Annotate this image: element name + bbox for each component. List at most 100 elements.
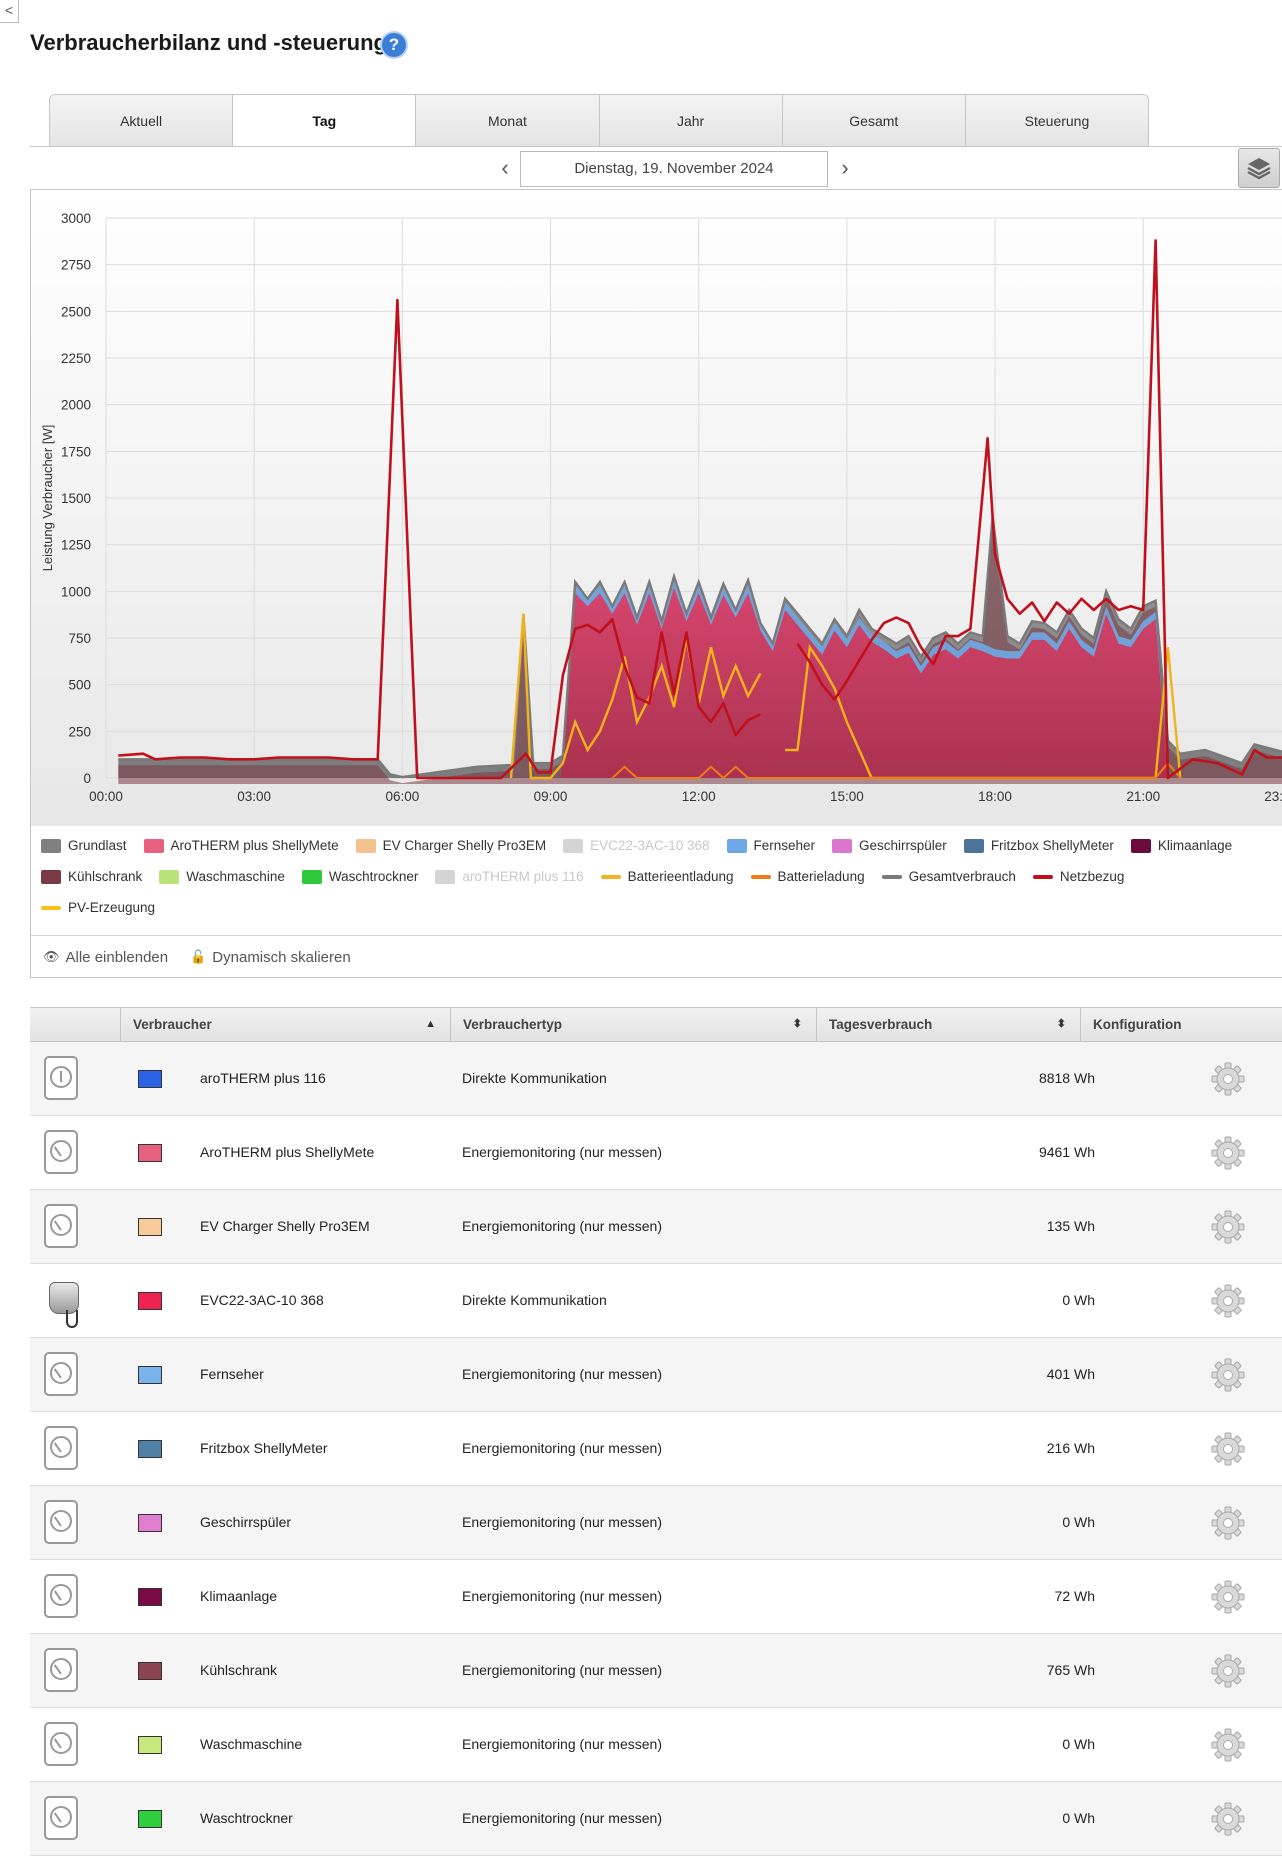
y-tick-label: 3000 [61,211,91,226]
legend-swatch [881,874,902,879]
table-row[interactable]: Fernseher Energiemonitoring (nur messen) 4… [30,1338,1282,1412]
consumer-color-swatch [138,1736,162,1754]
consumer-type: Energiemonitoring (nur messen) [462,1440,662,1456]
table-row[interactable]: Fritzbox ShellyMeter Energiemonitoring (n… [30,1412,1282,1486]
legend-swatch [563,838,584,853]
legend-item[interactable]: Fritzbox ShellyMeter [963,838,1114,853]
table-row[interactable]: EV Charger Shelly Pro3EM Energiemonitorin… [30,1190,1282,1264]
daily-consumption: 0 Wh [1062,1736,1095,1752]
legend-item[interactable]: EVC22-3AC-10 368 [563,838,710,853]
y-tick-label: 2500 [61,304,91,319]
chart-footer: 👁 Alle einblenden 🔓 Dynamisch skalieren [31,935,1282,978]
consumer-type: Direkte Kommunikation [462,1070,607,1086]
legend-swatch [1130,838,1151,853]
show-all-button[interactable]: 👁 Alle einblenden [43,949,168,966]
header-daily-label: Tagesverbrauch [829,1017,933,1032]
gear-icon[interactable] [1210,1135,1246,1171]
table-row[interactable]: Klimaanlage Energiemonitoring (nur messen… [30,1560,1282,1634]
legend-swatch [159,869,180,884]
x-tick-label: 00:00 [89,789,123,804]
consumer-type: Energiemonitoring (nur messen) [462,1588,662,1604]
date-field[interactable]: Dienstag, 19. November 2024 [520,151,828,187]
legend-item[interactable]: aroTHERM plus 116 [435,869,584,884]
tab-tag[interactable]: Tag [233,95,417,147]
table-row[interactable]: Geschirrspüler Energiemonitoring (nur mes… [30,1486,1282,1560]
consumer-name: AroTHERM plus ShellyMete [200,1144,375,1160]
y-tick-label: 0 [83,771,91,786]
legend-label: Netzbezug [1059,869,1125,884]
daily-consumption: 0 Wh [1062,1514,1095,1530]
gear-icon[interactable] [1210,1579,1246,1615]
legend-label: Grundlast [68,838,127,853]
x-tick-label: 03:00 [237,789,271,804]
legend-item[interactable]: Batterieladung [750,869,865,884]
legend-label: Kühlschrank [68,869,143,884]
gear-icon[interactable] [1210,1431,1246,1467]
gear-icon[interactable] [1210,1209,1246,1245]
legend-item[interactable]: Fernseher [726,838,815,853]
dynamic-scale-toggle[interactable]: 🔓 Dynamisch skalieren [190,949,351,966]
daily-consumption: 216 Wh [1046,1440,1095,1456]
table-row[interactable]: EVC22-3AC-10 368 Direkte Kommunikation 0 W… [30,1264,1282,1338]
date-navigation: ‹ Dienstag, 19. November 2024 › [490,151,870,187]
consumer-color-swatch [138,1662,162,1680]
table-row[interactable]: Waschmaschine Energiemonitoring (nur mess… [30,1708,1282,1782]
series-gesamtverbrauch-line [118,516,1282,779]
header-consumer[interactable]: Verbraucher ▲ [120,1008,450,1041]
legend-item[interactable]: Waschtrockner [301,869,418,884]
legend-swatch [41,905,61,910]
gear-icon[interactable] [1210,1801,1246,1837]
consumer-color-swatch [138,1514,162,1532]
gear-icon[interactable] [1210,1357,1246,1393]
gear-icon[interactable] [1210,1653,1246,1689]
next-day-button[interactable]: › [841,155,849,180]
tab-aktuell[interactable]: Aktuell [50,95,234,147]
back-tab[interactable]: < [0,0,19,23]
header-type[interactable]: Verbrauchertyp ⬍ [450,1008,816,1041]
y-tick-label: 1000 [61,584,91,599]
legend-item[interactable]: PV-Erzeugung [41,900,155,915]
consumer-color-swatch [138,1440,162,1458]
table-row[interactable]: Waschtrockner Energiemonitoring (nur mess… [30,1782,1282,1856]
legend-label: EVC22-3AC-10 368 [590,838,710,853]
consumer-type: Energiemonitoring (nur messen) [462,1218,662,1234]
daily-consumption: 401 Wh [1046,1366,1095,1382]
tab-gesamt[interactable]: Gesamt [782,95,966,147]
consumer-name: Klimaanlage [200,1588,278,1604]
layers-button[interactable] [1238,148,1280,188]
legend-swatch [750,874,771,879]
gear-icon[interactable] [1210,1283,1246,1319]
legend-item[interactable]: AroTHERM plus ShellyMete [143,838,339,853]
table-row[interactable]: aroTHERM plus 116 Direkte Kommunikation 88… [30,1042,1282,1116]
help-icon[interactable]: ? [382,33,406,57]
legend-item[interactable]: Klimaanlage [1130,838,1232,853]
gear-icon[interactable] [1210,1505,1246,1541]
daily-consumption: 0 Wh [1062,1292,1095,1308]
y-tick-label: 500 [68,678,91,693]
legend-item[interactable]: Kühlschrank [41,869,142,884]
table-row[interactable]: AroTHERM plus ShellyMete Energiemonitorin… [30,1116,1282,1190]
consumer-name: Waschmaschine [200,1736,303,1752]
legend-item[interactable]: Grundlast [41,838,127,853]
tab-steuerung[interactable]: Steuerung [965,95,1148,147]
legend-item[interactable]: Netzbezug [1032,869,1125,884]
tab-jahr[interactable]: Jahr [599,95,783,147]
legend-item[interactable]: EV Charger Shelly Pro3EM [355,838,546,853]
previous-day-button[interactable]: ‹ [501,155,509,180]
legend-item[interactable]: Batterieentladung [600,869,734,884]
legend-label: Batterieentladung [627,869,734,884]
gear-icon[interactable] [1210,1061,1246,1097]
gear-icon[interactable] [1210,1727,1246,1763]
consumption-chart-panel: 0 250 500 750 1000 1250 1500 1750 2000 2250 2500 27… [30,189,1282,978]
tab-monat[interactable]: Monat [416,95,600,147]
table-row[interactable]: Kühlschrank Energiemonitoring (nur messen… [30,1634,1282,1708]
legend-item[interactable]: Waschmaschine [159,869,285,884]
legend-item[interactable]: Geschirrspüler [832,838,947,853]
y-tick-label: 2250 [61,351,91,366]
x-tick-label: 23: [1264,789,1282,804]
legend-row: Kühlschrank Waschmaschine Waschtrockner aro… [41,861,1281,892]
chart-legend: Grundlast AroTHERM plus ShellyMete EV Char… [41,830,1281,923]
legend-item[interactable]: Gesamtverbrauch [881,869,1016,884]
header-daily[interactable]: Tagesverbrauch ⬍ [816,1008,1080,1041]
legend-swatch [355,838,376,853]
